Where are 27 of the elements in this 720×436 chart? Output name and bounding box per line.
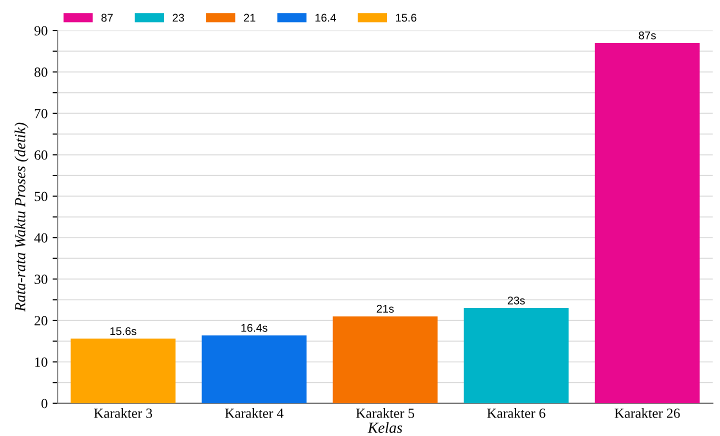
legend-label: 16.4 <box>316 14 336 22</box>
y-tick-label: 90 <box>34 26 48 36</box>
y-tick-label: 20 <box>34 316 48 326</box>
data-label: 87s <box>638 31 656 40</box>
legend-label: 15.6 <box>396 14 416 22</box>
y-tick-label: 50 <box>34 192 48 202</box>
legend-label: 21 <box>244 14 256 22</box>
x-tick-label: Karakter 4 <box>225 408 284 418</box>
data-label: 16.4s <box>241 324 268 332</box>
x-axis-title: Kelas <box>368 422 402 433</box>
y-tick-label: 60 <box>34 150 48 160</box>
legend-label: 23 <box>172 14 184 22</box>
y-tick-label: 70 <box>34 108 48 118</box>
x-tick-label: Karakter 26 <box>614 408 680 418</box>
data-label: 21s <box>376 304 394 313</box>
y-tick-label: 40 <box>34 233 48 243</box>
y-axis-title: Rata-rata Waktu Proses (detik) <box>14 122 28 312</box>
x-tick-label: Karakter 5 <box>356 408 414 418</box>
y-tick-label: 30 <box>34 274 48 284</box>
y-tick-label: 0 <box>41 398 48 408</box>
data-label: 23s <box>508 296 525 304</box>
y-tick-label: 80 <box>34 68 48 77</box>
y-tick-label: 10 <box>35 357 48 367</box>
x-tick-label: Karakter 6 <box>487 408 546 418</box>
x-tick-label: Karakter 3 <box>94 408 152 418</box>
data-label: 15.6s <box>110 327 136 336</box>
legend-label: 87 <box>101 14 113 22</box>
